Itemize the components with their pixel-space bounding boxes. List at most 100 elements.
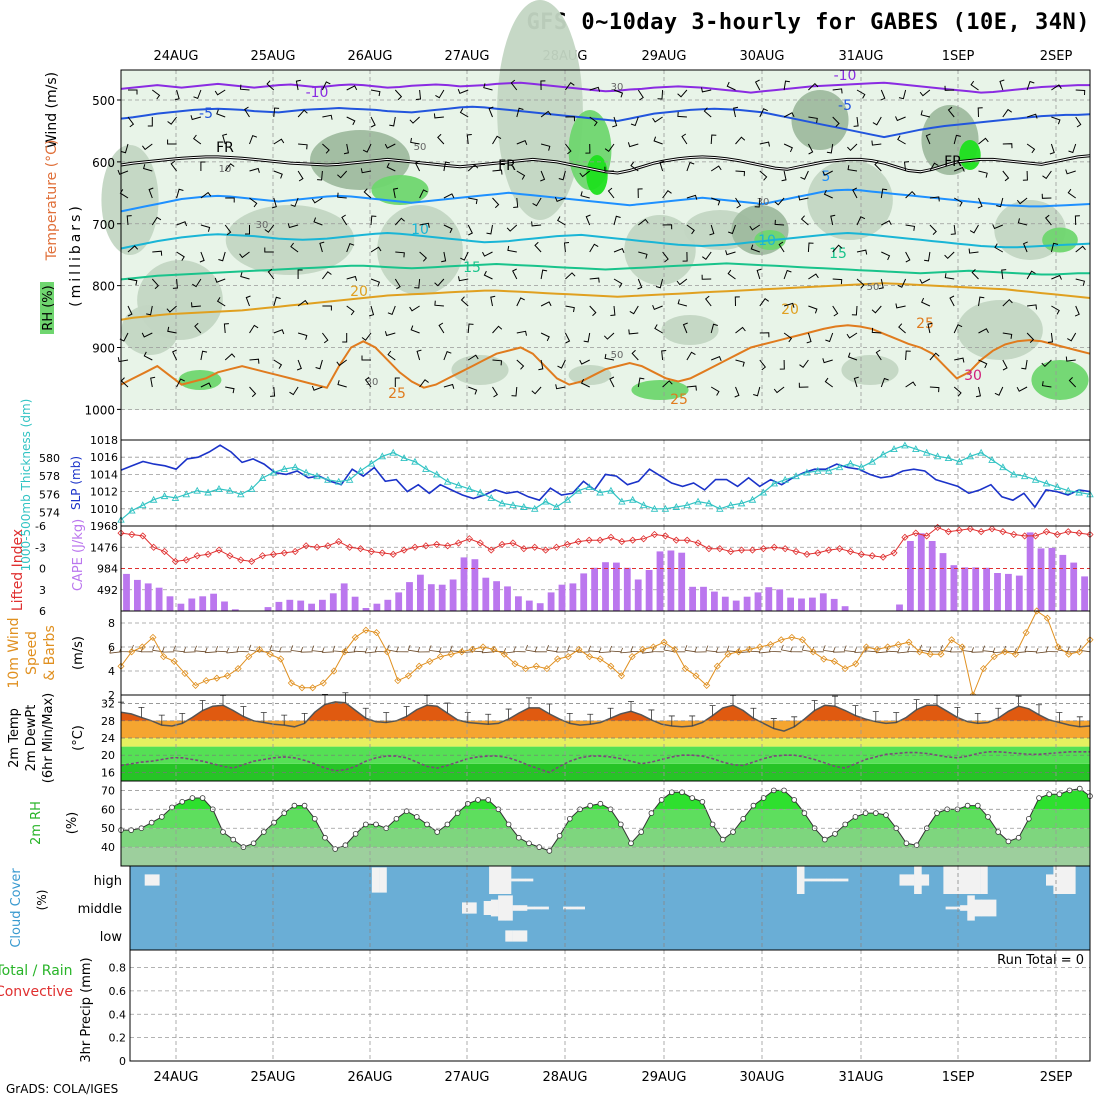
cape-bar bbox=[678, 552, 686, 611]
temp-minmax-bar bbox=[1036, 704, 1042, 715]
y-label-temp2m: 2m Temp bbox=[7, 708, 22, 768]
cloud-cell-low bbox=[519, 930, 528, 942]
wind-barb bbox=[1041, 193, 1052, 199]
rh2m-marker bbox=[648, 810, 655, 816]
wind-barb bbox=[364, 376, 372, 388]
wind-barb bbox=[389, 116, 396, 127]
cloud-cell-middle bbox=[570, 906, 578, 910]
wind-barb bbox=[953, 197, 963, 207]
lifted-marker bbox=[705, 545, 713, 553]
thickness-marker bbox=[639, 501, 648, 509]
wind-barb-10m bbox=[438, 647, 452, 653]
wind-barb bbox=[846, 332, 858, 339]
wind-speed-marker bbox=[213, 674, 221, 682]
wind-barb bbox=[395, 251, 405, 258]
wind-barb bbox=[370, 246, 382, 253]
wind-barb-10m bbox=[1035, 647, 1048, 654]
wind-speed-marker bbox=[372, 629, 381, 637]
wind-barb bbox=[881, 220, 892, 226]
wind-barb-10m bbox=[801, 644, 814, 653]
rh-band bbox=[121, 788, 1090, 810]
wind-barb bbox=[947, 106, 955, 118]
wind-barb bbox=[270, 386, 276, 397]
wind-barb bbox=[287, 223, 299, 229]
lifted-marker bbox=[846, 547, 855, 556]
y-label-thickness: 1000-500mb Thickness (dm) bbox=[19, 399, 33, 572]
wind-barb bbox=[488, 106, 494, 118]
wind-barb bbox=[800, 170, 809, 180]
wind-speed-marker bbox=[554, 655, 562, 663]
wind-barb bbox=[460, 296, 469, 307]
wind-speed-marker bbox=[362, 626, 370, 634]
wind-barb bbox=[369, 305, 375, 317]
wind-barb bbox=[346, 242, 355, 253]
wind-barb bbox=[702, 251, 712, 260]
cape-bar bbox=[384, 599, 392, 611]
cape-bar bbox=[427, 584, 435, 611]
cape-bar bbox=[1070, 562, 1078, 611]
y-label-temp2m: (6hr Min/Max) bbox=[41, 693, 56, 783]
wind-speed-marker bbox=[298, 684, 306, 692]
y-tick-label-temp: 16 bbox=[101, 766, 115, 779]
y-tick-label-rh: 70 bbox=[101, 784, 115, 797]
lifted-marker bbox=[411, 543, 419, 551]
y-tick-label-cape: 1968 bbox=[90, 520, 118, 533]
wind-barb bbox=[874, 161, 882, 172]
temp-band-28 bbox=[121, 720, 1090, 738]
rh2m-marker bbox=[985, 814, 991, 820]
wind-barb bbox=[1075, 89, 1086, 96]
wind-barb bbox=[1002, 359, 1008, 371]
wind-barb bbox=[613, 215, 621, 226]
wind-barb bbox=[756, 268, 762, 280]
wind-speed-marker bbox=[756, 643, 764, 651]
thickness-marker bbox=[1053, 483, 1062, 491]
thickness-marker bbox=[966, 452, 974, 460]
wind-barb bbox=[661, 350, 667, 361]
thickness-marker bbox=[824, 466, 833, 474]
wind-barb bbox=[759, 359, 766, 371]
wind-barb bbox=[394, 377, 400, 387]
lifted-marker bbox=[966, 525, 974, 533]
wind-barb bbox=[492, 325, 503, 334]
wind-barb bbox=[249, 167, 260, 173]
lifted-marker bbox=[356, 545, 365, 553]
wind-speed-marker bbox=[958, 643, 966, 651]
cape-bar bbox=[406, 582, 413, 611]
y-tick-label-precip: 0.4 bbox=[109, 1008, 127, 1021]
wind-barb bbox=[627, 142, 639, 148]
wind-barb bbox=[346, 305, 355, 316]
wind-barb bbox=[512, 268, 518, 280]
wind-barb bbox=[1065, 169, 1076, 175]
cape-bar bbox=[983, 567, 990, 611]
wind-barb bbox=[1075, 278, 1086, 286]
wind-speed-marker bbox=[596, 655, 604, 663]
wind-barb bbox=[832, 116, 840, 127]
wind-barb bbox=[249, 358, 260, 364]
wind-speed-marker bbox=[490, 645, 498, 653]
wind-barb bbox=[978, 359, 988, 369]
thickness-marker bbox=[400, 454, 408, 462]
wind-barb bbox=[653, 136, 663, 145]
cloud-cell-high bbox=[833, 878, 842, 882]
wind-barb-10m bbox=[949, 646, 963, 653]
temp-minmax-bar bbox=[689, 715, 696, 726]
x-tick-bottom-label: 31AUG bbox=[838, 1070, 883, 1085]
wind-barb bbox=[847, 352, 858, 361]
thickness-marker bbox=[922, 448, 931, 456]
wind-barb bbox=[317, 170, 323, 181]
wind-barb bbox=[346, 116, 356, 126]
wind-barb-10m bbox=[173, 645, 185, 653]
wind-barb bbox=[1026, 143, 1036, 154]
wind-barb-10m bbox=[928, 646, 941, 653]
cape-bar bbox=[373, 603, 381, 611]
wind-barb bbox=[638, 251, 648, 259]
wind-barb bbox=[903, 161, 910, 172]
wind-barb-10m bbox=[567, 645, 579, 653]
cape-bar bbox=[1015, 575, 1023, 611]
wind-barb bbox=[225, 386, 235, 394]
wind-speed-marker bbox=[447, 650, 455, 658]
cape-bar bbox=[645, 570, 653, 611]
y-tick-label-thickness: 580 bbox=[39, 452, 60, 465]
wind-barb bbox=[953, 134, 961, 145]
wind-barb bbox=[807, 242, 814, 253]
